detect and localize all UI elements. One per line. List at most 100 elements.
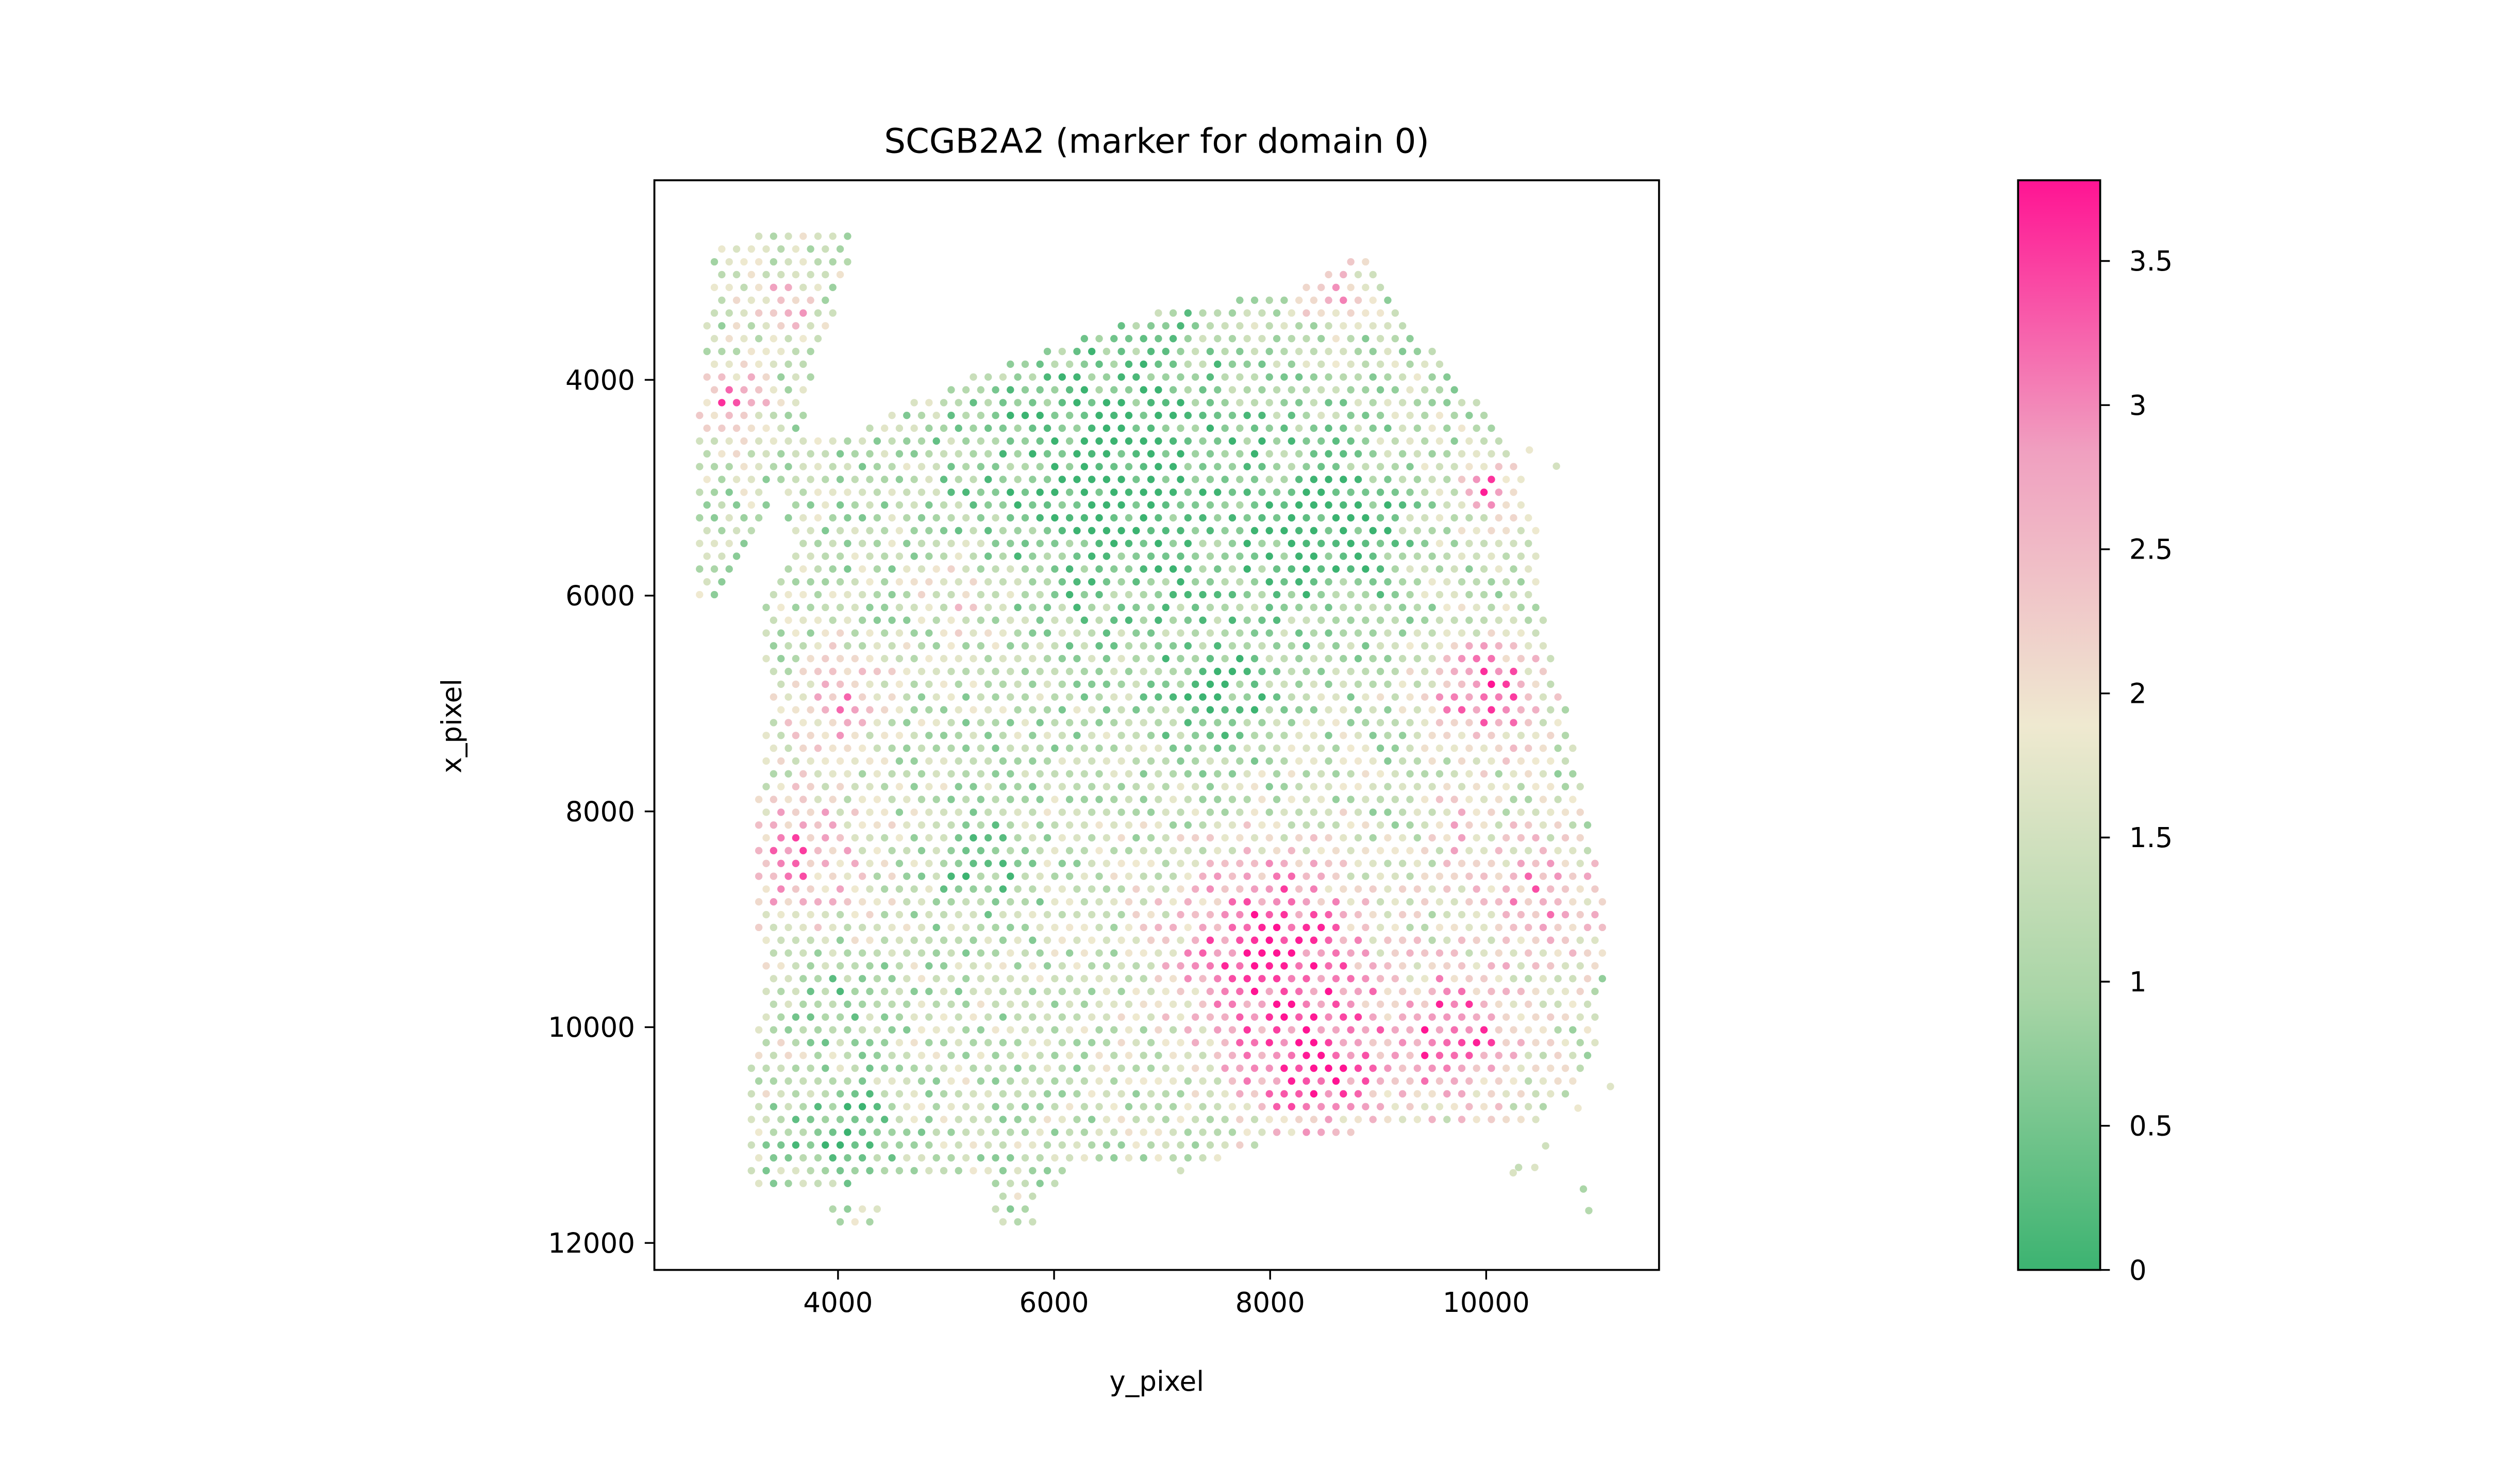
- spot: [1080, 1000, 1089, 1008]
- spot: [851, 1116, 859, 1123]
- spot: [1510, 847, 1517, 855]
- spot: [1125, 898, 1133, 906]
- spot: [1288, 334, 1295, 343]
- spot: [1510, 616, 1517, 624]
- spot: [710, 283, 719, 292]
- spot: [1007, 1128, 1014, 1136]
- spot: [910, 680, 918, 688]
- spot: [1302, 872, 1310, 880]
- spot: [1236, 578, 1244, 586]
- spot: [1413, 936, 1422, 944]
- spot: [1495, 1000, 1502, 1008]
- spot: [858, 1000, 866, 1008]
- spot: [844, 975, 851, 983]
- spot: [1250, 808, 1259, 816]
- spot: [1325, 501, 1332, 509]
- spot: [747, 476, 755, 483]
- spot: [858, 539, 866, 547]
- spot: [799, 1154, 807, 1162]
- spot: [836, 962, 844, 970]
- spot: [1428, 527, 1436, 534]
- spot: [799, 360, 807, 368]
- spot: [955, 1116, 962, 1123]
- spot: [1480, 1052, 1488, 1059]
- spot: [1029, 859, 1037, 867]
- spot: [932, 1077, 940, 1085]
- spot: [1495, 898, 1502, 906]
- spot: [1525, 1077, 1532, 1085]
- spot: [1206, 629, 1214, 637]
- spot: [1413, 399, 1422, 407]
- spot: [977, 488, 985, 496]
- spot: [770, 667, 778, 676]
- spot: [881, 962, 889, 970]
- spot: [925, 450, 933, 458]
- spot: [1488, 936, 1495, 944]
- spot: [932, 744, 940, 752]
- spot: [1465, 1052, 1473, 1059]
- spot: [903, 616, 911, 624]
- spot: [977, 514, 985, 522]
- spot: [947, 923, 955, 932]
- spot: [1206, 501, 1214, 509]
- spot: [1532, 859, 1540, 867]
- spot: [1184, 514, 1192, 522]
- spot: [1561, 910, 1569, 919]
- spot: [992, 975, 999, 983]
- spot: [881, 757, 889, 765]
- spot: [807, 296, 814, 304]
- spot: [1325, 476, 1332, 483]
- spot: [732, 552, 741, 560]
- spot: [1517, 859, 1525, 867]
- spot: [755, 309, 763, 317]
- spot: [1036, 821, 1044, 829]
- spot: [770, 693, 778, 701]
- spot: [1125, 949, 1133, 957]
- spot: [1228, 1128, 1237, 1136]
- spot: [836, 757, 844, 765]
- spot: [1021, 463, 1029, 470]
- spot: [1428, 578, 1436, 586]
- spot: [1288, 796, 1295, 803]
- spot: [740, 309, 748, 317]
- spot: [1398, 859, 1407, 867]
- spot: [1073, 450, 1081, 458]
- spot: [1051, 949, 1059, 957]
- spot: [977, 872, 985, 880]
- spot: [1332, 821, 1340, 829]
- spot: [1125, 514, 1133, 522]
- spot: [1177, 783, 1184, 790]
- spot: [917, 872, 926, 880]
- spot: [1561, 808, 1569, 816]
- spot: [1561, 706, 1569, 714]
- spot: [1177, 962, 1184, 970]
- spot: [858, 463, 866, 470]
- spot: [807, 450, 814, 458]
- spot: [1317, 719, 1325, 727]
- spot: [1340, 1013, 1347, 1021]
- spot: [1029, 1013, 1037, 1021]
- spot: [1080, 514, 1089, 522]
- spot: [1155, 1077, 1162, 1085]
- spot: [1250, 910, 1259, 919]
- spot: [1051, 463, 1059, 470]
- spot: [955, 1141, 962, 1149]
- spot: [1199, 821, 1207, 829]
- spot: [962, 821, 970, 829]
- spot: [1398, 552, 1407, 560]
- spot: [1117, 987, 1125, 996]
- spot: [992, 949, 999, 957]
- spot: [1391, 539, 1399, 547]
- spot: [977, 1154, 985, 1162]
- spot: [1273, 412, 1281, 419]
- spot: [1169, 898, 1177, 906]
- spot: [1029, 450, 1037, 458]
- spot: [903, 1103, 911, 1110]
- spot: [1443, 1013, 1451, 1021]
- spot: [984, 1167, 992, 1175]
- spot: [1014, 987, 1022, 996]
- spot: [970, 859, 977, 867]
- spot: [881, 834, 889, 842]
- spot: [1155, 488, 1162, 496]
- spot: [977, 412, 985, 419]
